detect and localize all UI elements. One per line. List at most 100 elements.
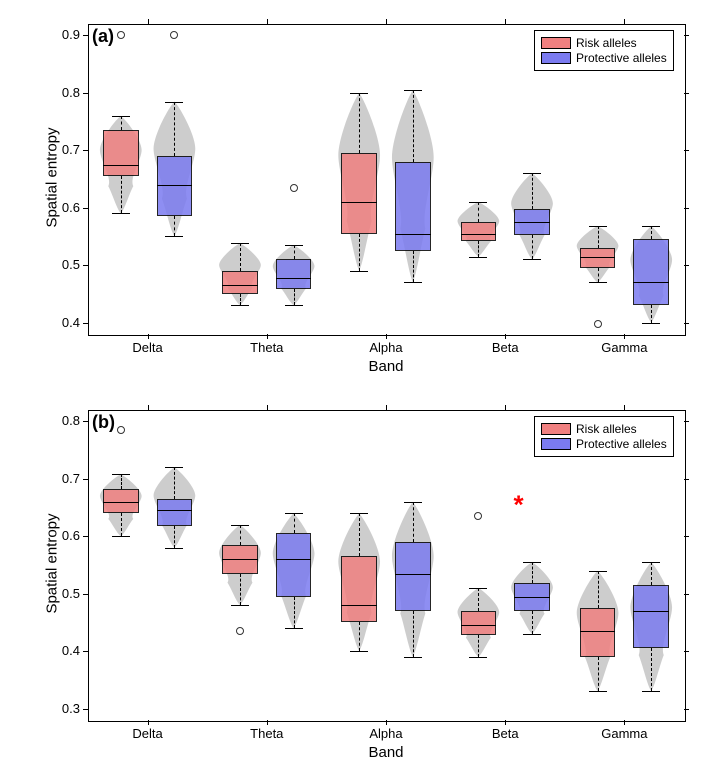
whisker-cap	[404, 502, 422, 503]
xtick-mark	[505, 19, 506, 24]
whisker-cap	[469, 588, 487, 589]
median	[276, 278, 312, 279]
ytick-label: 0.5	[62, 586, 80, 601]
whisker-cap	[469, 257, 487, 258]
legend-swatch	[541, 52, 571, 64]
outlier	[117, 426, 125, 434]
xtick-mark	[148, 19, 149, 24]
whisker-cap	[112, 213, 130, 214]
whisker	[294, 245, 295, 259]
whisker	[413, 611, 414, 657]
legend-label: Risk alleles	[576, 36, 637, 50]
ytick-mark	[684, 150, 689, 151]
box	[461, 611, 497, 635]
legend-row: Risk alleles	[541, 422, 667, 436]
ytick-mark	[684, 35, 689, 36]
whisker-cap	[112, 116, 130, 117]
whisker	[121, 116, 122, 130]
xlabel-a: Band	[88, 358, 684, 375]
whisker	[294, 513, 295, 533]
box	[395, 162, 431, 251]
box	[276, 259, 312, 289]
whisker	[240, 243, 241, 271]
whisker-cap	[285, 245, 303, 246]
whisker	[174, 102, 175, 157]
whisker	[598, 571, 599, 608]
whisker	[174, 467, 175, 499]
whisker	[651, 562, 652, 585]
box	[633, 585, 669, 648]
whisker-cap	[350, 513, 368, 514]
median	[157, 510, 193, 511]
box	[157, 156, 193, 216]
ytick-label: 0.4	[62, 315, 80, 330]
box	[222, 271, 258, 294]
ytick-mark	[83, 93, 88, 94]
xtick-mark	[624, 720, 625, 725]
whisker	[294, 597, 295, 629]
whisker	[478, 635, 479, 657]
whisker-cap	[404, 657, 422, 658]
outlier	[594, 320, 602, 328]
ytick-mark	[83, 208, 88, 209]
whisker-cap	[589, 282, 607, 283]
whisker	[598, 268, 599, 282]
whisker	[121, 474, 122, 488]
ytick-label: 0.4	[62, 643, 80, 658]
whisker	[174, 216, 175, 236]
whisker	[359, 93, 360, 153]
median	[103, 502, 139, 503]
ytick-mark	[83, 265, 88, 266]
median	[157, 185, 193, 186]
significance-star: *	[514, 489, 524, 520]
legend-a: Risk allelesProtective alleles	[534, 30, 674, 71]
whisker-cap	[112, 536, 130, 537]
xtick-mark	[624, 334, 625, 339]
median	[395, 234, 431, 235]
xtick-mark	[386, 19, 387, 24]
whisker-cap	[523, 173, 541, 174]
box	[580, 608, 616, 657]
figure: (a)0.40.50.60.70.80.9DeltaThetaAlphaBeta…	[0, 0, 708, 764]
box	[276, 533, 312, 596]
outlier	[170, 31, 178, 39]
outlier	[290, 184, 298, 192]
ytick-mark	[684, 208, 689, 209]
box	[341, 556, 377, 622]
whisker-cap	[642, 562, 660, 563]
whisker	[359, 234, 360, 271]
ytick-mark	[83, 651, 88, 652]
median	[580, 631, 616, 632]
xtick-label: Alpha	[356, 726, 416, 741]
whisker-cap	[469, 202, 487, 203]
xtick-mark	[505, 720, 506, 725]
xtick-label: Gamma	[594, 726, 654, 741]
xtick-label: Alpha	[356, 340, 416, 355]
xtick-mark	[386, 334, 387, 339]
median	[341, 605, 377, 606]
median	[222, 559, 258, 560]
whisker	[532, 173, 533, 209]
ytick-label: 0.6	[62, 528, 80, 543]
whisker-cap	[523, 562, 541, 563]
ytick-label: 0.9	[62, 27, 80, 42]
whisker	[359, 513, 360, 556]
xlabel-b: Band	[88, 744, 684, 761]
xtick-mark	[505, 334, 506, 339]
whisker	[294, 289, 295, 305]
ytick-mark	[83, 421, 88, 422]
whisker	[478, 588, 479, 611]
whisker	[651, 305, 652, 322]
box	[341, 153, 377, 233]
ytick-mark	[684, 93, 689, 94]
xtick-label: Delta	[118, 726, 178, 741]
median	[222, 285, 258, 286]
xtick-mark	[267, 720, 268, 725]
ylabel-a: Spatial entropy	[44, 118, 61, 238]
whisker	[651, 648, 652, 691]
xtick-label: Beta	[475, 340, 535, 355]
median	[103, 165, 139, 166]
box	[103, 130, 139, 176]
median	[514, 597, 550, 598]
whisker	[532, 611, 533, 634]
